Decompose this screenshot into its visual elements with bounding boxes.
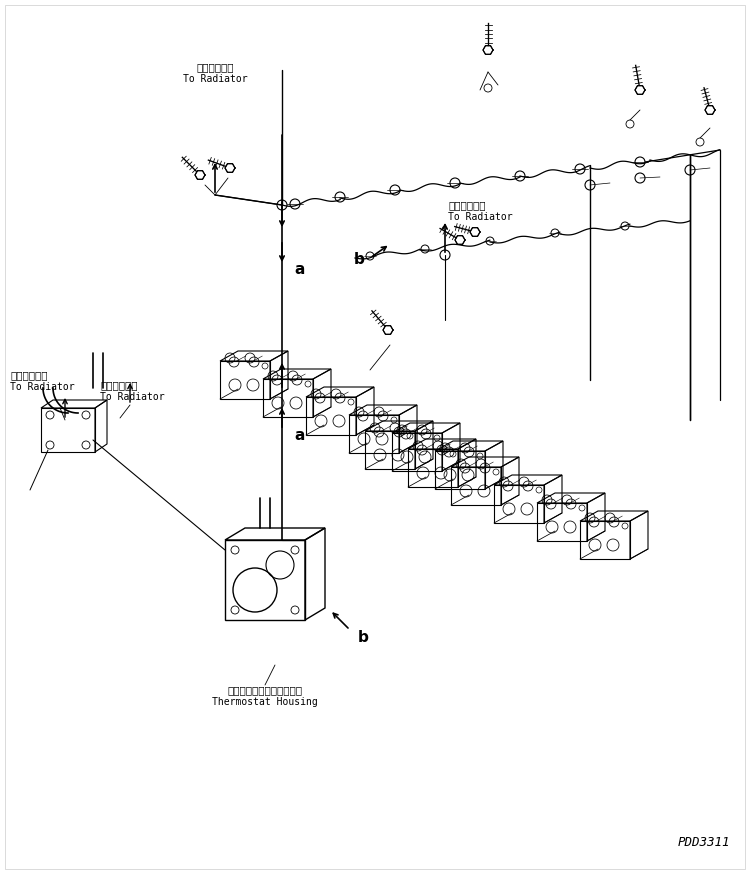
Polygon shape [225,163,235,172]
Text: To Radiator: To Radiator [100,392,165,402]
Polygon shape [383,326,393,335]
Text: To Radiator: To Radiator [183,74,248,84]
Text: ラジエータへ: ラジエータへ [10,370,47,380]
Text: b: b [354,253,365,267]
Polygon shape [705,106,715,114]
Text: a: a [294,427,304,442]
Text: Thermostat Housing: Thermostat Housing [212,697,318,707]
Text: To Radiator: To Radiator [10,382,74,392]
Polygon shape [483,45,493,54]
Text: サーモスタットハウジング: サーモスタットハウジング [227,685,302,695]
Polygon shape [455,236,465,245]
Polygon shape [635,86,645,94]
Polygon shape [470,227,480,236]
Text: ラジエータへ: ラジエータへ [100,380,137,390]
Polygon shape [195,170,205,179]
Text: ラジエータへ: ラジエータへ [448,200,485,210]
Text: PDD3311: PDD3311 [677,836,730,849]
Text: b: b [358,630,369,646]
Text: ラジエータへ: ラジエータへ [196,62,234,72]
Text: To Radiator: To Radiator [448,212,513,222]
Text: a: a [294,262,304,278]
